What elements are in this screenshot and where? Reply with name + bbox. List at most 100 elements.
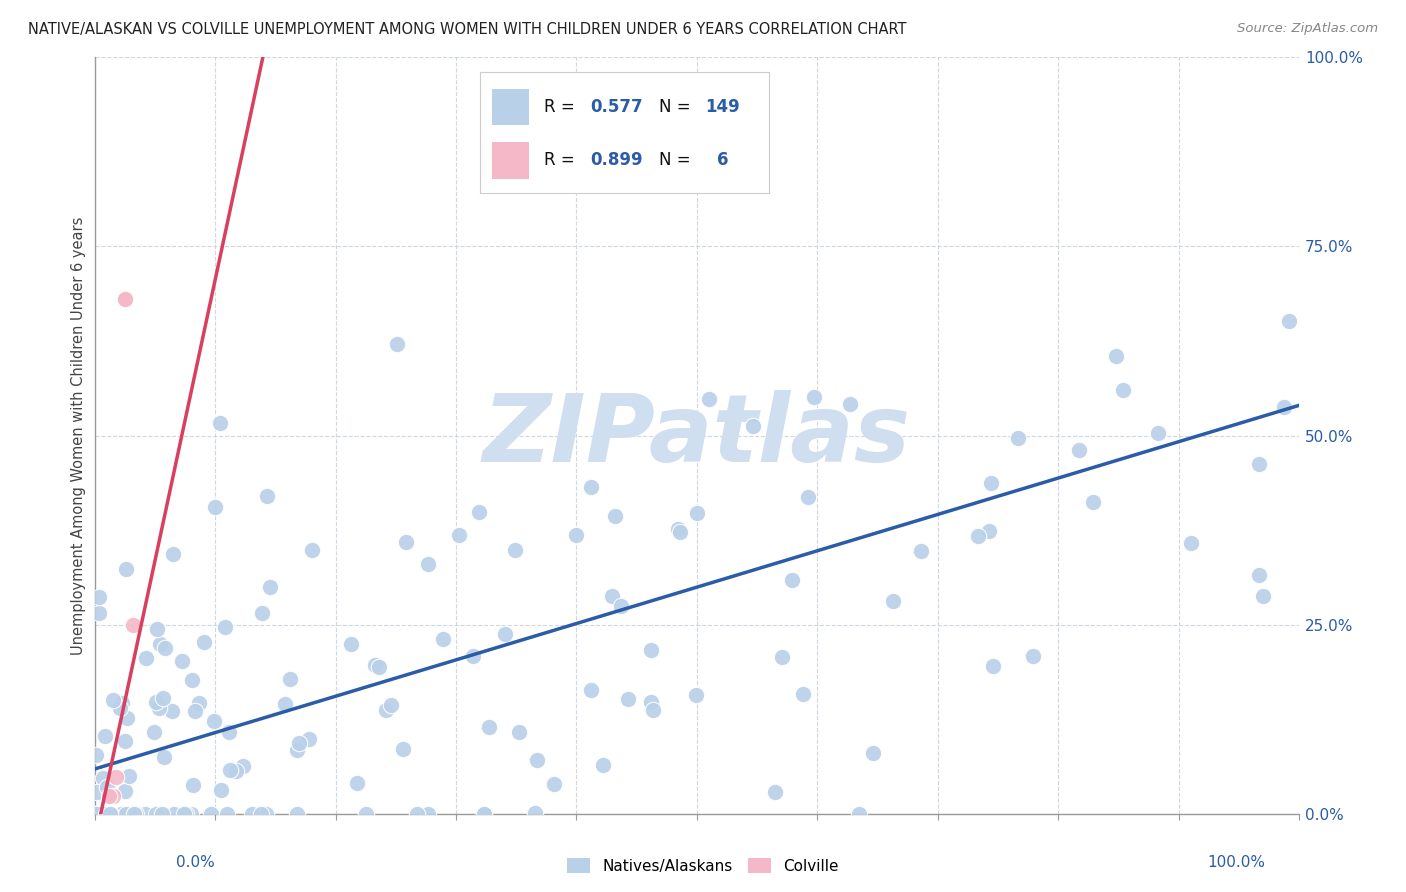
Point xyxy=(278,672,301,686)
Point xyxy=(1147,426,1170,441)
Point xyxy=(666,522,689,536)
Point xyxy=(149,637,172,651)
Point xyxy=(215,807,238,822)
Point xyxy=(153,749,176,764)
Point xyxy=(145,695,167,709)
Point xyxy=(508,725,530,739)
Point xyxy=(101,789,124,803)
Point xyxy=(472,807,495,822)
Point xyxy=(86,785,108,799)
Point xyxy=(368,660,391,674)
Point xyxy=(134,807,156,822)
Point xyxy=(143,725,166,739)
Point xyxy=(108,701,131,715)
Point xyxy=(274,697,297,711)
Point xyxy=(792,687,814,701)
Point xyxy=(432,632,454,646)
Point xyxy=(148,701,170,715)
Point xyxy=(380,698,402,712)
Point xyxy=(686,506,709,520)
Point xyxy=(416,807,439,822)
Point xyxy=(135,650,157,665)
Point xyxy=(478,720,501,734)
Point xyxy=(494,627,516,641)
Point xyxy=(617,692,640,706)
Point xyxy=(219,763,242,777)
Point xyxy=(225,764,247,779)
Point xyxy=(110,807,132,822)
Point xyxy=(839,397,862,411)
Point xyxy=(122,807,145,822)
Point xyxy=(1105,349,1128,363)
Point xyxy=(117,769,139,783)
Point xyxy=(385,337,408,351)
Text: Source: ZipAtlas.com: Source: ZipAtlas.com xyxy=(1237,22,1378,36)
Point xyxy=(188,697,211,711)
Point xyxy=(181,778,204,792)
Point xyxy=(174,807,197,822)
Point xyxy=(125,807,148,822)
Point xyxy=(100,807,122,822)
Point xyxy=(1274,400,1296,414)
Point xyxy=(204,500,226,514)
Point xyxy=(160,704,183,718)
Point xyxy=(114,734,136,748)
Point xyxy=(391,741,413,756)
Point xyxy=(526,753,548,767)
Point xyxy=(474,807,496,822)
Point xyxy=(979,524,1001,538)
Point xyxy=(155,641,177,656)
Point xyxy=(640,643,662,657)
Point xyxy=(89,606,111,620)
Text: ZIPatlas: ZIPatlas xyxy=(482,390,911,482)
Point xyxy=(240,807,263,822)
Text: 100.0%: 100.0% xyxy=(1208,855,1265,870)
Point xyxy=(697,392,720,406)
Point xyxy=(122,618,145,632)
Point xyxy=(103,693,125,707)
Point xyxy=(1249,568,1271,582)
Point xyxy=(208,417,231,431)
Point xyxy=(98,789,121,803)
Point xyxy=(449,528,471,542)
Point xyxy=(796,490,818,504)
Point xyxy=(114,292,136,306)
Point xyxy=(461,648,484,663)
Point xyxy=(600,589,623,603)
Point xyxy=(669,524,692,539)
Point xyxy=(180,807,202,822)
Point xyxy=(981,658,1004,673)
Point xyxy=(287,807,309,822)
Point xyxy=(770,649,793,664)
Legend: Natives/Alaskans, Colville: Natives/Alaskans, Colville xyxy=(561,852,845,880)
Point xyxy=(84,807,107,822)
Point xyxy=(209,782,232,797)
Point xyxy=(301,542,323,557)
Point xyxy=(579,683,602,698)
Point xyxy=(83,807,105,822)
Point xyxy=(105,770,128,784)
Point xyxy=(1007,431,1029,445)
Point xyxy=(780,573,803,587)
Point xyxy=(298,731,321,746)
Point xyxy=(256,489,278,503)
Point xyxy=(565,528,588,542)
Point xyxy=(214,620,236,634)
Point xyxy=(503,542,526,557)
Point xyxy=(145,807,167,822)
Point xyxy=(114,562,136,576)
Point xyxy=(94,807,117,822)
Point xyxy=(1067,443,1090,458)
Point xyxy=(184,704,207,718)
Point xyxy=(763,784,786,798)
Point xyxy=(124,807,146,822)
Point xyxy=(1247,457,1270,471)
Point xyxy=(87,591,110,605)
Y-axis label: Unemployment Among Women with Children Under 6 years: Unemployment Among Women with Children U… xyxy=(72,217,86,655)
Point xyxy=(882,594,904,608)
Point xyxy=(115,807,138,822)
Point xyxy=(1251,589,1274,603)
Point xyxy=(592,758,614,772)
Point xyxy=(468,505,491,519)
Point xyxy=(374,703,396,717)
